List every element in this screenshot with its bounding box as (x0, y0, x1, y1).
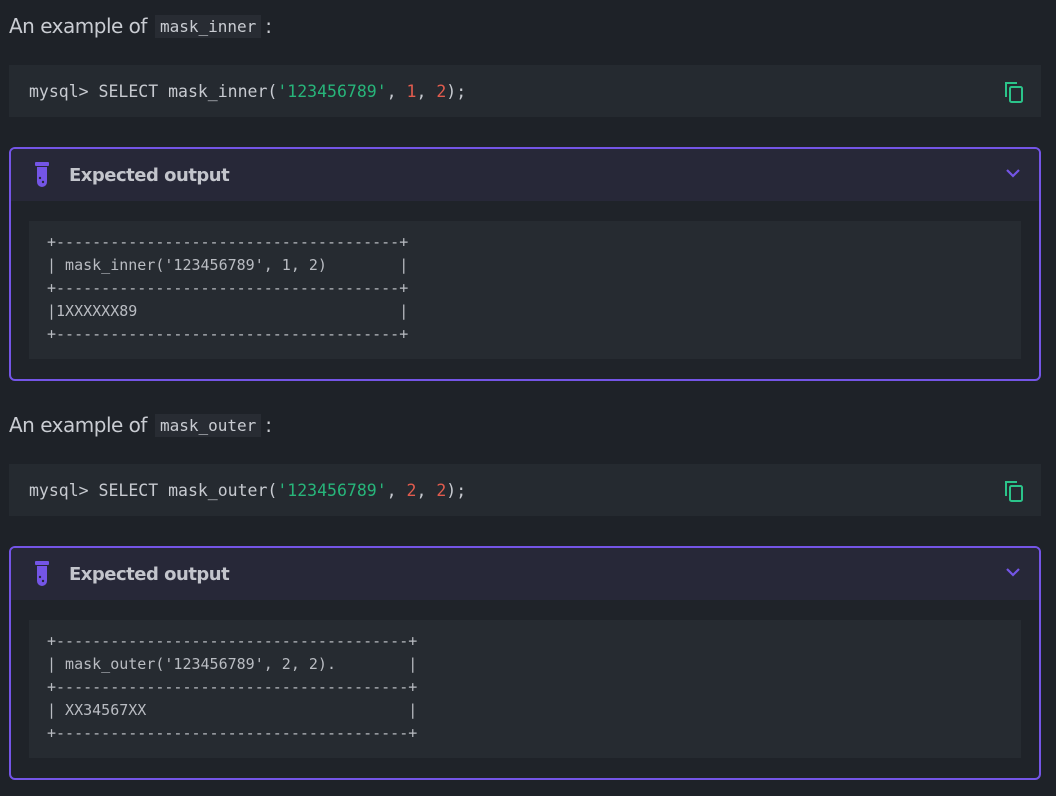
test-tube-icon (35, 561, 49, 586)
output-line: +---------------------------------------… (47, 632, 418, 650)
code-number: 2 (436, 81, 447, 101)
code-number: 2 (436, 480, 447, 500)
code-sep: , (416, 81, 437, 101)
code-string: '123456789' (277, 81, 387, 101)
expected-output-panel: Expected output +-----------------------… (9, 147, 1041, 381)
test-tube-icon (35, 162, 49, 187)
code-end: ); (446, 480, 467, 500)
code-block-mask-inner: mysql> SELECT mask_inner('123456789', 1,… (9, 65, 1041, 117)
heading-suffix: : (265, 413, 272, 437)
chevron-down-icon[interactable] (1005, 167, 1021, 179)
output-line: +--------------------------------------+ (47, 233, 409, 251)
copy-icon[interactable] (1003, 80, 1025, 104)
output-line: | XX34567XX | (47, 701, 418, 719)
code-number: 1 (406, 81, 417, 101)
example-heading-mask-outer: An example of mask_outer : (9, 413, 272, 437)
output-table: +--------------------------------------+… (29, 221, 1021, 359)
output-line: | mask_inner('123456789', 1, 2) | (47, 256, 409, 274)
code-string: '123456789' (277, 480, 387, 500)
heading-suffix: : (265, 14, 272, 38)
output-line: +---------------------------------------… (47, 724, 418, 742)
output-table: +---------------------------------------… (29, 620, 1021, 758)
heading-text: An example of (9, 14, 147, 38)
output-line: +---------------------------------------… (47, 678, 418, 696)
chevron-down-icon[interactable] (1005, 566, 1021, 578)
inline-code: mask_inner (154, 14, 262, 38)
expected-output-header[interactable]: Expected output (11, 149, 1039, 201)
heading-text: An example of (9, 413, 147, 437)
inline-code: mask_outer (154, 413, 262, 437)
code-number: 2 (406, 480, 417, 500)
expected-output-panel: Expected output +-----------------------… (9, 546, 1041, 780)
code-sep: , (386, 480, 407, 500)
code-sep: , (416, 480, 437, 500)
example-heading-mask-inner: An example of mask_inner : (9, 14, 272, 38)
output-line: +--------------------------------------+ (47, 279, 409, 297)
code-end: ); (446, 81, 467, 101)
panel-title: Expected output (69, 563, 230, 585)
output-line: |1XXXXXX89 | (47, 302, 409, 320)
panel-title: Expected output (69, 164, 230, 186)
expected-output-header[interactable]: Expected output (11, 548, 1039, 600)
code-block-mask-outer: mysql> SELECT mask_outer('123456789', 2,… (9, 464, 1041, 516)
code-sep: , (386, 81, 407, 101)
code-prompt: mysql> SELECT mask_inner( (29, 81, 278, 101)
code-prompt: mysql> SELECT mask_outer( (29, 480, 278, 500)
output-line: +--------------------------------------+ (47, 325, 409, 343)
output-line: | mask_outer('123456789', 2, 2). | (47, 655, 418, 673)
copy-icon[interactable] (1003, 479, 1025, 503)
